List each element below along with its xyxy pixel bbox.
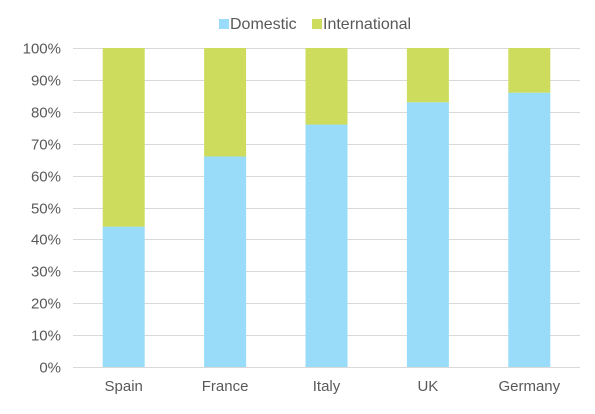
y-tick-label: 50% bbox=[31, 201, 61, 218]
y-tick-label: 40% bbox=[31, 232, 61, 249]
y-tick-label: 10% bbox=[31, 328, 61, 345]
bars bbox=[102, 48, 551, 367]
x-tick-label: Germany bbox=[498, 378, 560, 395]
bar-international-uk bbox=[406, 48, 449, 103]
legend-swatch-international bbox=[312, 19, 322, 29]
bar-domestic-italy bbox=[305, 124, 348, 367]
bar-international-italy bbox=[305, 48, 348, 125]
y-tick-label: 100% bbox=[23, 41, 61, 58]
y-tick-label: 20% bbox=[31, 296, 61, 313]
legend-label-international: International bbox=[323, 16, 411, 33]
y-tick-label: 60% bbox=[31, 169, 61, 186]
bar-international-spain bbox=[102, 48, 145, 227]
legend-swatch-domestic bbox=[219, 19, 229, 29]
bar-domestic-france bbox=[204, 156, 247, 367]
x-tick-label: France bbox=[202, 378, 249, 395]
legend-label-domestic: Domestic bbox=[230, 16, 297, 33]
y-axis-tick-labels: 0% 10% 20% 30% 40% 50% 60% 70% 80% 90% 100% bbox=[23, 41, 61, 377]
bar-domestic-uk bbox=[406, 102, 449, 367]
x-axis-tick-labels: Spain France Italy UK Germany bbox=[105, 378, 561, 395]
bar-international-germany bbox=[508, 48, 551, 93]
y-tick-label: 70% bbox=[31, 137, 61, 154]
x-tick-label: Spain bbox=[105, 378, 143, 395]
bar-international-france bbox=[204, 48, 247, 157]
x-tick-label: UK bbox=[417, 378, 438, 395]
legend: Domestic International bbox=[219, 16, 411, 33]
bar-domestic-spain bbox=[102, 226, 145, 367]
y-tick-label: 90% bbox=[31, 73, 61, 90]
x-tick-label: Italy bbox=[313, 378, 341, 395]
bar-domestic-germany bbox=[508, 92, 551, 367]
y-tick-label: 0% bbox=[39, 360, 61, 377]
y-tick-label: 80% bbox=[31, 105, 61, 122]
y-tick-label: 30% bbox=[31, 264, 61, 281]
